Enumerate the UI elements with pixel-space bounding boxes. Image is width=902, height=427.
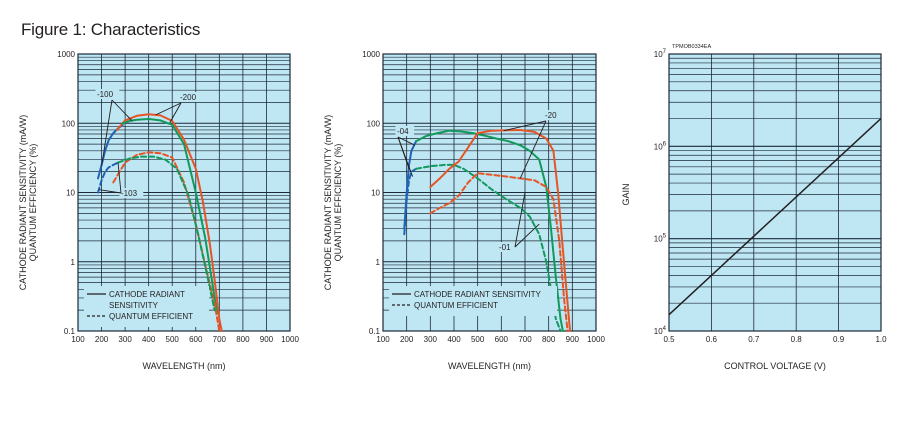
annotation-bg — [543, 110, 563, 120]
x-tick-label: 700 — [518, 335, 532, 344]
x-tick-label: 900 — [260, 335, 274, 344]
figure-code-label: TPMOB0334EA — [672, 44, 711, 50]
x-tick-label: 300 — [118, 335, 132, 344]
x-tick-label: 0.8 — [791, 335, 803, 344]
x-axis-label: CONTROL VOLTAGE (V) — [724, 361, 826, 371]
legend-label: CATHODE RADIANT — [109, 290, 185, 299]
y-tick-label: 106 — [654, 141, 667, 151]
legend-label: QUANTUM EFFICIENT — [414, 301, 498, 310]
y-tick-label: 100 — [367, 119, 381, 128]
annotation-leader — [397, 136, 414, 177]
y-tick-label: 10 — [371, 189, 380, 198]
annotation-leader — [519, 120, 547, 179]
series-line-blue-dashed — [403, 167, 418, 236]
x-tick-label: 300 — [424, 335, 438, 344]
series-line-gain — [668, 117, 882, 316]
x-tick-label: 1000 — [281, 335, 299, 344]
y-tick-label: 107 — [654, 49, 667, 59]
annotation-leader — [503, 120, 547, 132]
legend-box — [84, 286, 209, 327]
y-tick-label: 1000 — [362, 50, 380, 59]
legend-box — [389, 286, 557, 316]
y-tick-label: 100 — [62, 119, 76, 128]
annotation-leader — [117, 162, 122, 194]
series-line-red-solid — [429, 129, 571, 332]
y-tick-label: 104 — [654, 326, 667, 336]
chart-panel-middle: 100 200 300 400 500 600 700 800 900 1000 0.1 1 10 100… — [323, 50, 605, 371]
x-tick-label: 500 — [471, 335, 485, 344]
series-line-blue-dashed — [97, 161, 119, 194]
annotation-leader — [397, 136, 416, 146]
y-tick-label: 105 — [654, 234, 667, 244]
plot-border — [668, 53, 882, 332]
y-tick-label: 0.1 — [369, 327, 381, 336]
annotation-bg — [395, 126, 415, 136]
y-axis-label: CATHODE RADIANT SENSITIVITY (mA/W) — [18, 115, 28, 291]
legend-label: QUANTUM EFFICIENT — [109, 312, 193, 321]
y-axis-label-secondary: QUANTUM EFFICIENCY (%) — [28, 144, 38, 262]
x-tick-label: 100 — [376, 335, 390, 344]
x-tick-label: 0.6 — [706, 335, 718, 344]
figure-title: Figure 1: Characteristics — [21, 20, 201, 39]
x-tick-label: 100 — [71, 335, 85, 344]
annotation-leader — [514, 192, 526, 248]
y-tick-label: 1 — [376, 258, 381, 267]
annotation-label: -100 — [97, 90, 114, 99]
y-axis-label-secondary: QUANTUM EFFICIENCY (%) — [333, 144, 343, 262]
series-line-red-dashed — [429, 172, 569, 332]
x-tick-label: 200 — [400, 335, 414, 344]
x-tick-label: 0.7 — [748, 335, 760, 344]
annotation-label: -04 — [397, 127, 409, 136]
x-tick-label: 1.0 — [875, 335, 887, 344]
plot-border — [77, 53, 291, 332]
y-tick-label: 1 — [71, 258, 76, 267]
plot-background — [669, 54, 881, 331]
x-axis-label: WAVELENGTH (nm) — [142, 361, 225, 371]
series-line-green-dashed — [117, 155, 216, 312]
chart-panel-left: 100 200 300 400 500 600 700 800 900 1000 0.1 1 10 100… — [18, 50, 299, 371]
y-axis-label: CATHODE RADIANT SENSITIVITY (mA/W) — [323, 115, 333, 291]
annotation-label: -01 — [499, 243, 511, 252]
x-tick-label: 400 — [142, 335, 156, 344]
plot-border — [382, 53, 597, 332]
y-tick-label: 10 — [66, 189, 75, 198]
annotation-label: -20 — [545, 111, 557, 120]
x-tick-label: 400 — [447, 335, 461, 344]
series-line-green-solid — [415, 129, 564, 332]
x-tick-label: 700 — [213, 335, 227, 344]
x-tick-label: 1000 — [587, 335, 605, 344]
annotation-leader — [514, 223, 540, 248]
x-tick-label: 600 — [189, 335, 203, 344]
x-tick-label: 200 — [95, 335, 109, 344]
x-tick-label: 0.9 — [833, 335, 845, 344]
series-line-green-dashed — [415, 163, 562, 332]
y-tick-label: 1000 — [57, 50, 75, 59]
x-tick-label: 800 — [236, 335, 250, 344]
chart-panel-right: 0.5 0.6 0.7 0.8 0.9 1.0 104 105 106 107 CONTROL VO… — [621, 44, 887, 371]
annotation-leader — [155, 102, 182, 116]
legend-label: CATHODE RADIANT SENSITIVITY — [414, 290, 541, 299]
annotation-label: -103 — [121, 189, 138, 198]
annotation-bg — [178, 92, 203, 102]
x-tick-label: 500 — [166, 335, 180, 344]
annotation-label: -200 — [180, 93, 197, 102]
annotation-leader — [99, 189, 122, 194]
x-tick-label: 600 — [495, 335, 509, 344]
annotation-leader — [111, 99, 133, 122]
annotation-bg — [119, 188, 144, 198]
y-tick-label: 0.1 — [64, 327, 76, 336]
series-line-green-solid — [121, 118, 218, 315]
x-axis-label: WAVELENGTH (nm) — [448, 361, 531, 371]
x-tick-label: 800 — [542, 335, 556, 344]
x-tick-label: 0.5 — [663, 335, 675, 344]
annotation-leader — [101, 99, 113, 167]
annotation-leader — [169, 102, 182, 123]
y-axis-label: GAIN — [621, 183, 631, 205]
series-line-red-solid — [115, 113, 223, 332]
annotation-bg — [497, 242, 517, 252]
x-tick-label: 900 — [566, 335, 580, 344]
legend-label: SENSITIVITY — [109, 301, 159, 310]
annotation-bg — [95, 89, 120, 99]
